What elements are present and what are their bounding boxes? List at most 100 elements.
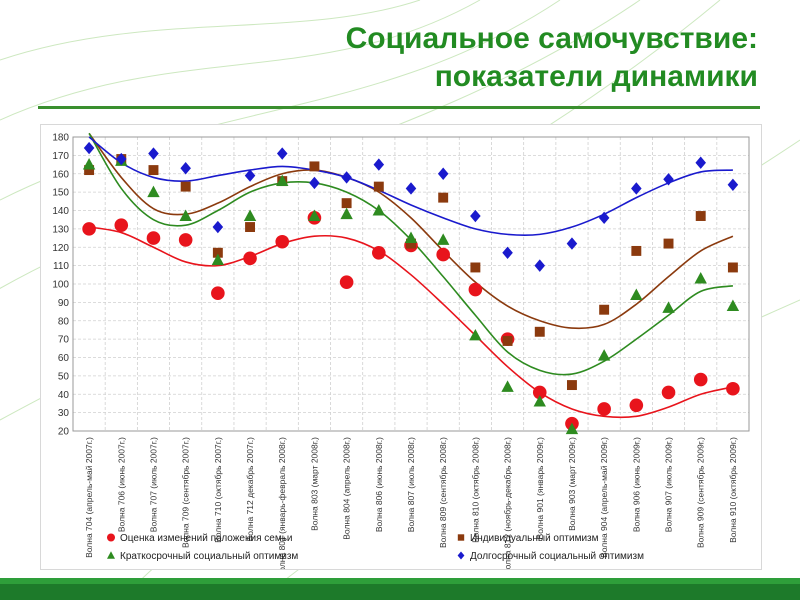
data-point-s1-3 bbox=[180, 181, 191, 192]
y-tick-label: 30 bbox=[58, 408, 70, 419]
data-point-s3-0 bbox=[83, 141, 95, 155]
plot-frame bbox=[72, 136, 750, 432]
data-point-s1-18 bbox=[663, 238, 674, 249]
slide-title: Социальное самочувствие: показатели дина… bbox=[346, 20, 758, 96]
bottom-band-dark bbox=[0, 584, 800, 600]
data-point-s0-8 bbox=[339, 275, 354, 289]
data-point-s3-16 bbox=[598, 211, 610, 225]
legend-label-3: Долгосрочный социальный оптимизм bbox=[470, 551, 644, 562]
y-tick-label: 90 bbox=[58, 298, 70, 309]
y-tick-label: 120 bbox=[52, 243, 69, 254]
data-point-s1-2 bbox=[148, 165, 159, 176]
data-point-s2-15 bbox=[565, 422, 579, 435]
data-point-s1-13 bbox=[502, 336, 513, 346]
x-tick-label: Волна 707 (июль 2007г.) bbox=[148, 437, 158, 532]
x-tick-label: Волна 907 (июль 2009г.) bbox=[664, 437, 674, 532]
x-tick-label: Волна 709 (сентябрь 2007г.) bbox=[181, 437, 191, 548]
y-tick-label: 50 bbox=[58, 371, 70, 382]
data-point-s3-20 bbox=[727, 178, 739, 191]
chart-card: 20 30 40 50 60 70 80 90 100 110 120 130 140 150 160 170… bbox=[40, 124, 762, 578]
data-point-s2-17 bbox=[630, 288, 643, 300]
x-tick-label: Волна 806 (июнь 2008г.) bbox=[374, 437, 384, 532]
data-point-s2-3 bbox=[179, 209, 192, 221]
data-point-s2-4 bbox=[211, 253, 225, 266]
y-tick-label: 140 bbox=[52, 206, 69, 217]
legend-marker-1 bbox=[457, 534, 465, 541]
x-tick-label: Волна 807 (июль 2008г.) bbox=[406, 437, 416, 532]
data-point-s1-16 bbox=[599, 304, 610, 315]
y-tick-label: 40 bbox=[58, 390, 70, 401]
data-point-s3-18 bbox=[663, 173, 674, 186]
data-point-s3-13 bbox=[502, 246, 513, 259]
title-divider bbox=[38, 106, 760, 109]
data-point-s3-7 bbox=[309, 176, 320, 190]
y-tick-label: 70 bbox=[58, 335, 70, 346]
data-point-s0-11 bbox=[436, 247, 450, 262]
data-point-s2-13 bbox=[501, 380, 514, 392]
x-tick-label: Волна 904 (апрель-май 2009г.) bbox=[599, 437, 609, 558]
legend: Оценка изменений положения семьи Индивиду… bbox=[107, 533, 644, 562]
axes: 20 30 40 50 60 70 80 90 100 110 120 130 140 150 160 170… bbox=[52, 133, 750, 438]
legend-marker-3 bbox=[457, 551, 465, 560]
x-tick-label: Волна 901 (январь 2009г.) bbox=[535, 437, 545, 540]
data-point-s0-6 bbox=[275, 234, 290, 249]
data-point-s0-12 bbox=[468, 282, 483, 297]
y-tick-label: 60 bbox=[58, 353, 70, 364]
y-tick-label: 180 bbox=[52, 133, 69, 144]
data-point-s0-0 bbox=[82, 222, 96, 236]
data-point-s3-14 bbox=[534, 259, 546, 272]
data-point-s2-16 bbox=[597, 349, 611, 361]
data-point-s1-20 bbox=[727, 262, 738, 273]
data-point-s1-0 bbox=[84, 165, 95, 176]
data-point-s3-19 bbox=[695, 156, 706, 169]
data-point-s3-11 bbox=[437, 167, 449, 180]
data-point-s0-14 bbox=[532, 385, 547, 400]
data-point-s2-8 bbox=[340, 207, 353, 220]
data-point-s1-17 bbox=[631, 245, 642, 256]
legend-marker-0 bbox=[107, 533, 115, 542]
data-point-s3-17 bbox=[631, 182, 642, 195]
data-point-s2-6 bbox=[276, 174, 289, 187]
data-point-s1-4 bbox=[212, 247, 223, 258]
x-tick-label: Волна 906 (июнь 2009г.) bbox=[631, 437, 641, 532]
x-tick-label: Волна 804 (апрель 2008г.) bbox=[342, 437, 352, 540]
data-point-s2-11 bbox=[436, 233, 450, 245]
x-tick-label: Волна 903 (март 2009г.) bbox=[567, 437, 577, 531]
data-point-s1-12 bbox=[470, 262, 481, 273]
x-tick-label: Волна 803 (март 2008г.) bbox=[309, 437, 319, 531]
data-point-s3-5 bbox=[244, 169, 256, 182]
data-point-s1-9 bbox=[373, 181, 384, 192]
data-point-s2-2 bbox=[147, 185, 160, 198]
x-tick-label: Волна 812 (ноябрь-декабрь 2008г.) bbox=[503, 437, 513, 569]
data-point-s0-2 bbox=[146, 231, 161, 245]
data-point-s3-8 bbox=[341, 171, 352, 184]
data-point-s1-10 bbox=[406, 238, 416, 249]
x-tick-label: Волна 706 (июнь 2007г.) bbox=[116, 437, 126, 532]
data-point-s2-5 bbox=[243, 209, 257, 221]
data-point-s2-14 bbox=[533, 395, 546, 407]
data-point-s2-18 bbox=[662, 301, 675, 313]
x-tick-labels: Волна 704 (апрель-май 2007г.) Волна 706 (… bbox=[84, 437, 738, 578]
data-point-s1-5 bbox=[245, 222, 256, 232]
y-tick-label: 130 bbox=[52, 224, 69, 235]
data-point-s3-2 bbox=[148, 147, 159, 160]
data-point-s0-16 bbox=[597, 402, 611, 416]
x-tick-label: Волна 712 декабрь 2007г.) bbox=[245, 437, 255, 542]
x-tick-label: Волна 704 (апрель-май 2007г.) bbox=[84, 437, 94, 558]
data-point-s3-1 bbox=[116, 152, 127, 166]
grid bbox=[72, 136, 750, 432]
data-point-s0-9 bbox=[372, 245, 386, 260]
data-point-s3-9 bbox=[373, 158, 385, 171]
data-point-s0-19 bbox=[693, 372, 708, 387]
data-point-s1-11 bbox=[438, 192, 449, 203]
data-point-s0-1 bbox=[114, 218, 129, 232]
x-tick-label: Волна 810 (октябрь 2008г.) bbox=[470, 437, 480, 543]
data-point-s3-15 bbox=[566, 237, 578, 250]
y-tick-label: 80 bbox=[58, 316, 70, 327]
y-tick-label: 170 bbox=[52, 151, 69, 162]
y-tick-label: 110 bbox=[53, 261, 69, 272]
y-tick-label: 20 bbox=[58, 427, 70, 438]
y-tick-label: 100 bbox=[52, 280, 69, 291]
y-tick-label: 150 bbox=[52, 188, 69, 199]
y-tick-label: 160 bbox=[52, 169, 69, 180]
